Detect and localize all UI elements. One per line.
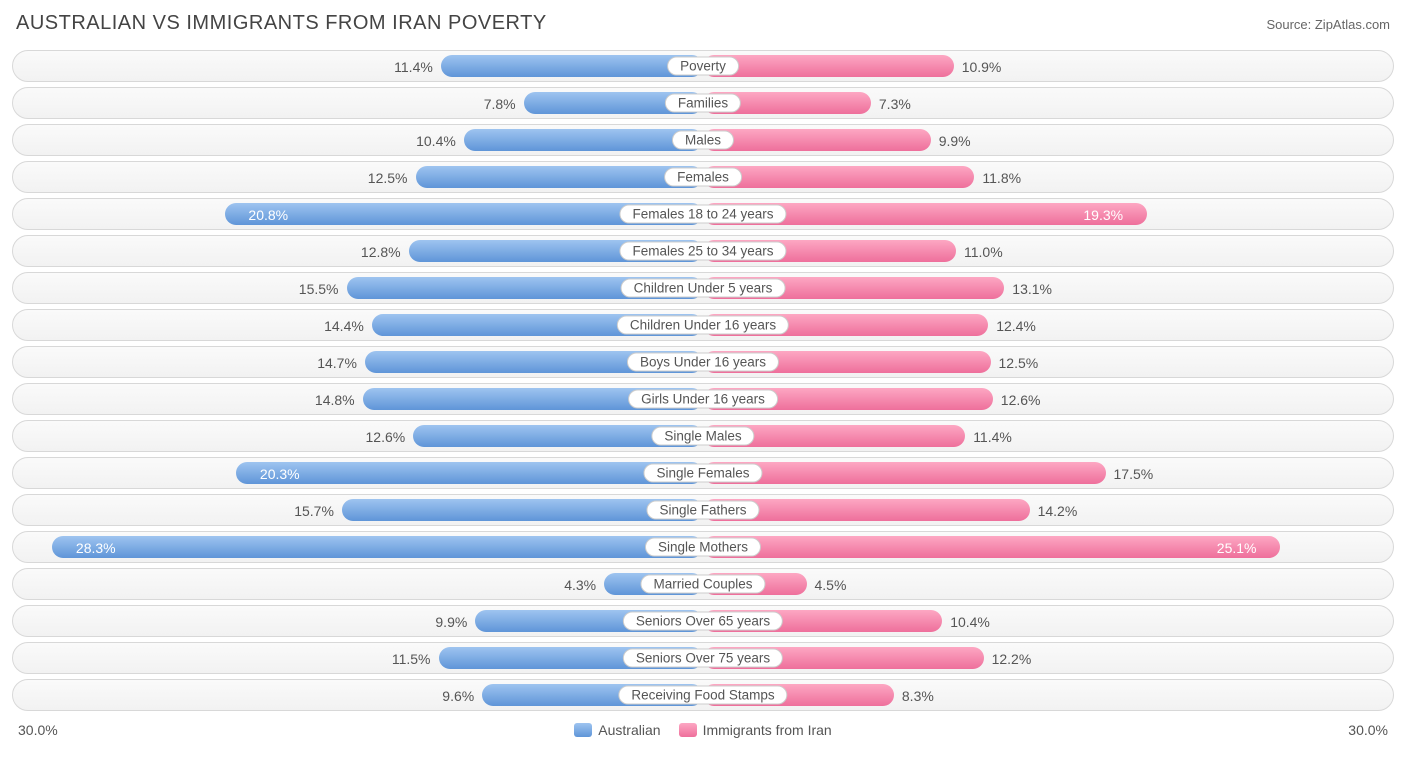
value-right: 19.3% xyxy=(1083,199,1133,231)
chart-row: 11.4% 10.9% Poverty xyxy=(12,50,1394,82)
chart-row: 28.3% 25.1% Single Mothers xyxy=(12,531,1394,563)
category-label: Males xyxy=(672,131,734,150)
legend-swatch-right xyxy=(679,723,697,737)
value-left: 20.3% xyxy=(250,458,300,490)
axis-max-left: 30.0% xyxy=(18,722,58,738)
chart-row: 20.8% 19.3% Females 18 to 24 years xyxy=(12,198,1394,230)
value-right: 12.6% xyxy=(993,384,1041,416)
value-left: 12.5% xyxy=(368,162,416,194)
bar-right xyxy=(703,55,954,77)
chart-row: 15.7% 14.2% Single Fathers xyxy=(12,494,1394,526)
chart-row: 12.6% 11.4% Single Males xyxy=(12,420,1394,452)
chart-source: Source: ZipAtlas.com xyxy=(1266,17,1390,32)
legend-item-right: Immigrants from Iran xyxy=(679,722,832,738)
value-left: 14.8% xyxy=(315,384,363,416)
legend-swatch-left xyxy=(574,723,592,737)
chart-row: 14.7% 12.5% Boys Under 16 years xyxy=(12,346,1394,378)
value-right: 10.4% xyxy=(942,606,990,638)
bar-left xyxy=(441,55,703,77)
chart-row: 14.4% 12.4% Children Under 16 years xyxy=(12,309,1394,341)
chart-row: 15.5% 13.1% Children Under 5 years xyxy=(12,272,1394,304)
chart-title: AUSTRALIAN VS IMMIGRANTS FROM IRAN POVER… xyxy=(16,12,547,35)
value-right: 4.5% xyxy=(807,569,847,601)
value-left: 10.4% xyxy=(416,125,464,157)
bar-right xyxy=(703,536,1280,558)
category-label: Single Fathers xyxy=(646,501,759,520)
chart-header: AUSTRALIAN VS IMMIGRANTS FROM IRAN POVER… xyxy=(8,8,1398,45)
value-left: 11.4% xyxy=(394,51,441,83)
chart-row: 11.5% 12.2% Seniors Over 75 years xyxy=(12,642,1394,674)
category-label: Married Couples xyxy=(640,575,765,594)
category-label: Children Under 5 years xyxy=(621,279,786,298)
category-label: Single Females xyxy=(643,464,762,483)
category-label: Boys Under 16 years xyxy=(627,353,779,372)
category-label: Poverty xyxy=(667,57,739,76)
value-right: 11.0% xyxy=(956,236,1003,268)
value-left: 12.6% xyxy=(366,421,414,453)
value-left: 9.6% xyxy=(442,680,482,712)
value-right: 11.4% xyxy=(965,421,1012,453)
value-left: 11.5% xyxy=(392,643,439,675)
bar-left xyxy=(416,166,704,188)
category-label: Single Males xyxy=(651,427,754,446)
value-left: 15.7% xyxy=(294,495,342,527)
category-label: Single Mothers xyxy=(645,538,761,557)
bar-left xyxy=(52,536,703,558)
chart-row: 10.4% 9.9% Males xyxy=(12,124,1394,156)
value-right: 9.9% xyxy=(931,125,971,157)
value-left: 28.3% xyxy=(66,532,116,564)
category-label: Receiving Food Stamps xyxy=(618,686,787,705)
bar-left xyxy=(464,129,703,151)
chart-row: 20.3% 17.5% Single Females xyxy=(12,457,1394,489)
bar-right xyxy=(703,129,931,151)
chart-row: 14.8% 12.6% Girls Under 16 years xyxy=(12,383,1394,415)
value-left: 4.3% xyxy=(564,569,604,601)
chart-row: 12.5% 11.8% Females xyxy=(12,161,1394,193)
bar-left xyxy=(236,462,703,484)
legend-label-right: Immigrants from Iran xyxy=(703,722,832,738)
value-right: 12.4% xyxy=(988,310,1036,342)
legend-item-left: Australian xyxy=(574,722,660,738)
bar-right xyxy=(703,462,1106,484)
value-right: 7.3% xyxy=(871,88,911,120)
category-label: Girls Under 16 years xyxy=(628,390,778,409)
value-left: 12.8% xyxy=(361,236,409,268)
bar-right xyxy=(703,166,974,188)
value-right: 11.8% xyxy=(974,162,1021,194)
category-label: Seniors Over 75 years xyxy=(623,649,783,668)
legend-label-left: Australian xyxy=(598,722,660,738)
chart-row: 4.3% 4.5% Married Couples xyxy=(12,568,1394,600)
category-label: Families xyxy=(665,94,741,113)
value-left: 20.8% xyxy=(238,199,288,231)
category-label: Females 25 to 34 years xyxy=(619,242,786,261)
butterfly-chart: 11.4%10.9%Poverty7.8%7.3%Families10.4%9.… xyxy=(8,50,1398,711)
value-right: 12.2% xyxy=(984,643,1032,675)
chart-row: 9.6% 8.3% Receiving Food Stamps xyxy=(12,679,1394,711)
chart-row: 7.8% 7.3% Families xyxy=(12,87,1394,119)
value-left: 9.9% xyxy=(435,606,475,638)
value-left: 14.7% xyxy=(317,347,365,379)
value-right: 12.5% xyxy=(991,347,1039,379)
value-right: 25.1% xyxy=(1217,532,1267,564)
category-label: Children Under 16 years xyxy=(617,316,789,335)
value-right: 8.3% xyxy=(894,680,934,712)
value-left: 15.5% xyxy=(299,273,347,305)
chart-footer: 30.0% Australian Immigrants from Iran 30… xyxy=(8,716,1398,740)
axis-max-right: 30.0% xyxy=(1348,722,1388,738)
value-right: 10.9% xyxy=(954,51,1002,83)
category-label: Females 18 to 24 years xyxy=(619,205,786,224)
category-label: Females xyxy=(664,168,742,187)
category-label: Seniors Over 65 years xyxy=(623,612,783,631)
legend: Australian Immigrants from Iran xyxy=(574,722,831,738)
value-left: 7.8% xyxy=(484,88,524,120)
chart-row: 12.8% 11.0% Females 25 to 34 years xyxy=(12,235,1394,267)
chart-row: 9.9% 10.4% Seniors Over 65 years xyxy=(12,605,1394,637)
value-right: 17.5% xyxy=(1106,458,1154,490)
value-left: 14.4% xyxy=(324,310,372,342)
value-right: 13.1% xyxy=(1004,273,1052,305)
value-right: 14.2% xyxy=(1030,495,1078,527)
